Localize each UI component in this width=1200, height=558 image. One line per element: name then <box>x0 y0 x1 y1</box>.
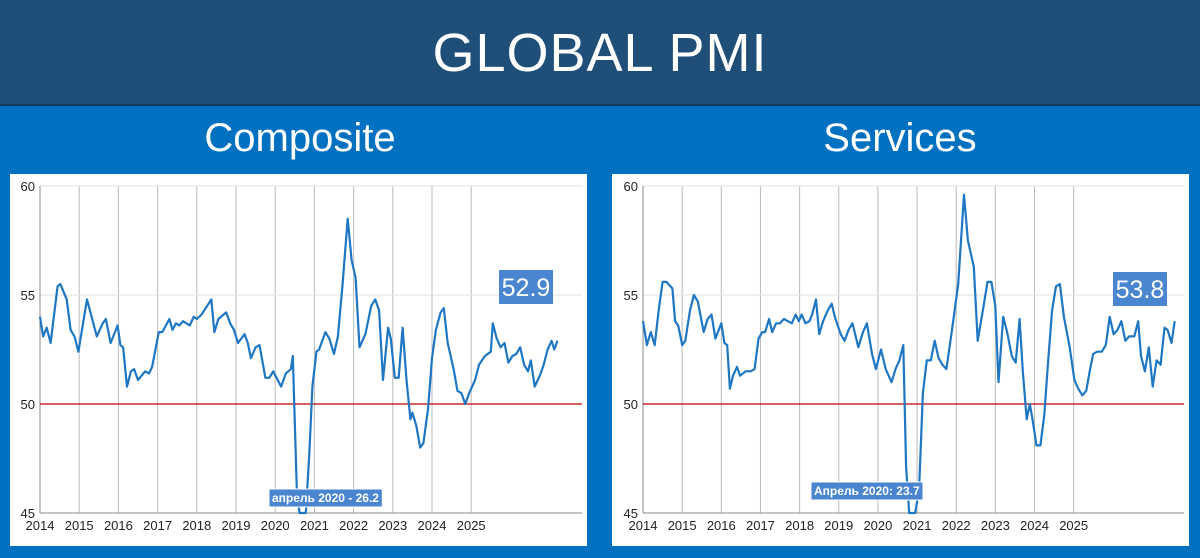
x-tick-label: 2023 <box>981 518 1010 533</box>
annotation-box <box>810 481 924 501</box>
latest-value-label: 52.9 <box>502 274 551 302</box>
title-bar: GLOBAL PMI <box>0 0 1200 106</box>
annotation-label: Апрель 2020: 23.7 <box>810 481 924 501</box>
x-tick-label: 2020 <box>863 518 892 533</box>
y-tick-label: 50 <box>21 397 35 412</box>
x-tick-label: 2016 <box>104 518 133 533</box>
y-tick-label: 50 <box>624 397 638 412</box>
annotation-text: Апрель 2020: 23.7 <box>814 484 920 498</box>
x-tick-label: 2025 <box>1059 518 1088 533</box>
annotation-box <box>268 488 383 508</box>
y-tick-label: 55 <box>624 288 638 303</box>
x-tick-label: 2019 <box>222 518 251 533</box>
y-tick-label: 45 <box>21 506 35 521</box>
pmi-series-line <box>641 193 1176 515</box>
x-tick-label: 2021 <box>903 518 932 533</box>
latest-value-box <box>499 270 553 304</box>
latest-value-box <box>1113 272 1167 306</box>
x-tick-label: 2023 <box>378 518 407 533</box>
x-tick-label: 2024 <box>418 518 447 533</box>
annotation-text: апрель 2020 - 26.2 <box>272 491 379 505</box>
x-tick-label: 2022 <box>339 518 368 533</box>
x-tick-label: 2020 <box>261 518 290 533</box>
services-chart: 2014 2015 2016 2017 2018 2019 2020 2021 2022 2023… <box>612 174 1189 546</box>
x-tick-label: 2014 <box>26 518 55 533</box>
y-tick-label: 45 <box>624 506 638 521</box>
composite-chart-svg: 2014 2015 2016 2017 2018 2019 2020 2021 2022 2023… <box>21 179 582 533</box>
services-title: Services <box>823 116 977 160</box>
x-tick-label: 2014 <box>629 518 658 533</box>
composite-chart: 2014 2015 2016 2017 2018 2019 2020 2021 2022 2023… <box>10 174 587 546</box>
annotation-label: апрель 2020 - 26.2 <box>268 488 383 508</box>
services-chart-svg: 2014 2015 2016 2017 2018 2019 2020 2021 2022 2023… <box>624 179 1184 533</box>
y-tick-label: 60 <box>624 179 638 194</box>
x-tick-label: 2021 <box>300 518 329 533</box>
y-tick-label: 60 <box>21 179 35 194</box>
x-tick-label: 2018 <box>182 518 211 533</box>
composite-title: Composite <box>204 116 396 160</box>
page-title: GLOBAL PMI <box>432 23 768 83</box>
x-tick-label: 2015 <box>668 518 697 533</box>
x-tick-label: 2015 <box>65 518 94 533</box>
x-tick-label: 2022 <box>942 518 971 533</box>
x-tick-label: 2024 <box>1020 518 1049 533</box>
latest-value-label: 53.8 <box>1116 276 1165 304</box>
x-tick-label: 2018 <box>785 518 814 533</box>
x-tick-label: 2017 <box>143 518 172 533</box>
y-tick-label: 55 <box>21 288 35 303</box>
x-tick-label: 2016 <box>707 518 736 533</box>
x-tick-label: 2019 <box>824 518 853 533</box>
x-tick-label: 2025 <box>457 518 486 533</box>
pmi-series-line <box>38 217 559 515</box>
x-tick-label: 2017 <box>746 518 775 533</box>
